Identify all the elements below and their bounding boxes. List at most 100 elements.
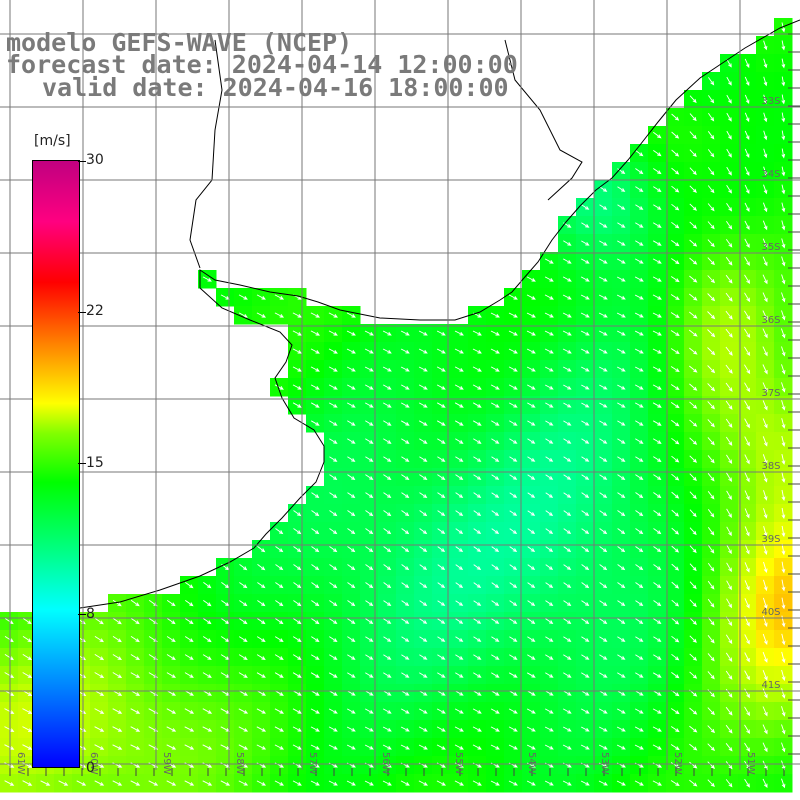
- wind-arrow: [580, 366, 590, 372]
- wind-arrow: [455, 528, 464, 535]
- wind-arrow: [581, 222, 590, 228]
- wind-arrow: [473, 492, 482, 499]
- wind-arrow: [707, 221, 715, 230]
- wind-arrow: [781, 418, 786, 429]
- wind-arrow: [634, 744, 644, 750]
- wind-arrow: [634, 258, 644, 264]
- wind-arrow: [725, 364, 733, 374]
- wind-arrow: [436, 348, 446, 354]
- wind-arrow: [581, 402, 590, 408]
- wind-arrow: [581, 636, 590, 642]
- lat-label: 39S: [761, 534, 780, 545]
- wind-arrow: [762, 418, 768, 429]
- wind-arrow: [763, 112, 768, 123]
- wind-arrow: [689, 275, 698, 283]
- wind-arrow: [328, 726, 338, 732]
- wind-arrow: [473, 474, 482, 480]
- wind-arrow: [437, 672, 446, 678]
- wind-arrow: [653, 546, 662, 553]
- wind-arrow: [707, 167, 715, 176]
- wind-arrow: [419, 618, 428, 624]
- wind-arrow: [472, 690, 482, 696]
- wind-arrow: [581, 600, 590, 606]
- wind-arrow: [671, 635, 680, 643]
- wind-arrow: [653, 582, 662, 589]
- wind-arrow: [599, 402, 608, 408]
- wind-arrow: [545, 672, 554, 678]
- wind-arrow: [581, 492, 590, 499]
- wind-arrow: [346, 366, 356, 372]
- wind-arrow: [401, 474, 410, 480]
- wind-arrow: [472, 330, 482, 336]
- wind-arrow: [562, 276, 572, 282]
- wind-arrow: [635, 456, 644, 462]
- wind-arrow: [437, 528, 446, 535]
- wind-arrow: [292, 636, 302, 642]
- wind-arrow: [401, 600, 410, 607]
- wind-arrow: [364, 330, 374, 336]
- wind-arrow: [545, 600, 554, 606]
- wind-arrow: [652, 780, 663, 786]
- wind-arrow: [634, 348, 644, 354]
- wind-arrow: [563, 600, 572, 606]
- wind-arrow: [671, 240, 680, 247]
- wind-arrow: [563, 618, 572, 624]
- wind-arrow: [22, 708, 33, 714]
- wind-arrow: [581, 618, 590, 624]
- wind-arrow: [310, 780, 320, 786]
- wind-arrow: [365, 438, 374, 444]
- wind-arrow: [581, 474, 590, 480]
- wind-arrow: [762, 238, 768, 249]
- wind-arrow: [544, 726, 554, 732]
- wind-arrow: [347, 672, 356, 678]
- wind-arrow: [274, 672, 284, 678]
- lon-label: 59W: [161, 752, 172, 775]
- wind-arrow: [292, 312, 303, 318]
- wind-arrow: [400, 708, 410, 714]
- wind-arrow: [365, 492, 374, 498]
- wind-arrow: [634, 402, 644, 408]
- wind-arrow: [346, 312, 356, 318]
- wind-arrow: [184, 654, 194, 660]
- wind-arrow: [491, 438, 500, 444]
- wind-arrow: [725, 436, 733, 446]
- wind-arrow: [581, 384, 590, 390]
- wind-arrow: [725, 400, 733, 410]
- wind-arrow: [616, 294, 626, 300]
- wind-arrow: [781, 220, 786, 231]
- wind-arrow: [562, 708, 572, 714]
- wind-arrow: [293, 510, 302, 517]
- wind-arrow: [599, 222, 608, 228]
- wind-arrow: [526, 294, 536, 300]
- wind-arrow: [744, 652, 750, 663]
- wind-arrow: [634, 708, 644, 714]
- wind-arrow: [274, 384, 284, 390]
- wind-arrow: [563, 420, 572, 426]
- wind-arrow: [781, 130, 786, 141]
- wind-arrow: [527, 600, 536, 607]
- wind-arrow: [689, 347, 698, 355]
- wind-arrow: [256, 726, 267, 732]
- wind-arrow: [725, 292, 733, 302]
- wind-arrow: [328, 384, 338, 390]
- frame-ticks: [9, 33, 800, 776]
- wind-arrow: [526, 366, 536, 372]
- wind-arrow: [581, 672, 590, 678]
- wind-arrow: [365, 546, 374, 553]
- wind-arrow: [436, 708, 446, 714]
- wind-arrow: [473, 546, 482, 553]
- wind-arrow: [184, 618, 194, 625]
- wind-arrow: [744, 436, 750, 447]
- wind-arrow: [437, 564, 446, 571]
- wind-arrow: [744, 472, 750, 483]
- wind-arrow: [707, 239, 715, 248]
- wind-arrow: [635, 600, 644, 606]
- wind-arrow: [689, 581, 697, 590]
- wind-arrow: [527, 564, 536, 571]
- wind-arrow: [166, 708, 177, 714]
- wind-arrow: [653, 618, 662, 624]
- wind-arrow: [544, 276, 554, 282]
- wind-arrow: [436, 402, 446, 408]
- wind-arrow: [203, 582, 212, 589]
- wind-arrow: [635, 654, 644, 660]
